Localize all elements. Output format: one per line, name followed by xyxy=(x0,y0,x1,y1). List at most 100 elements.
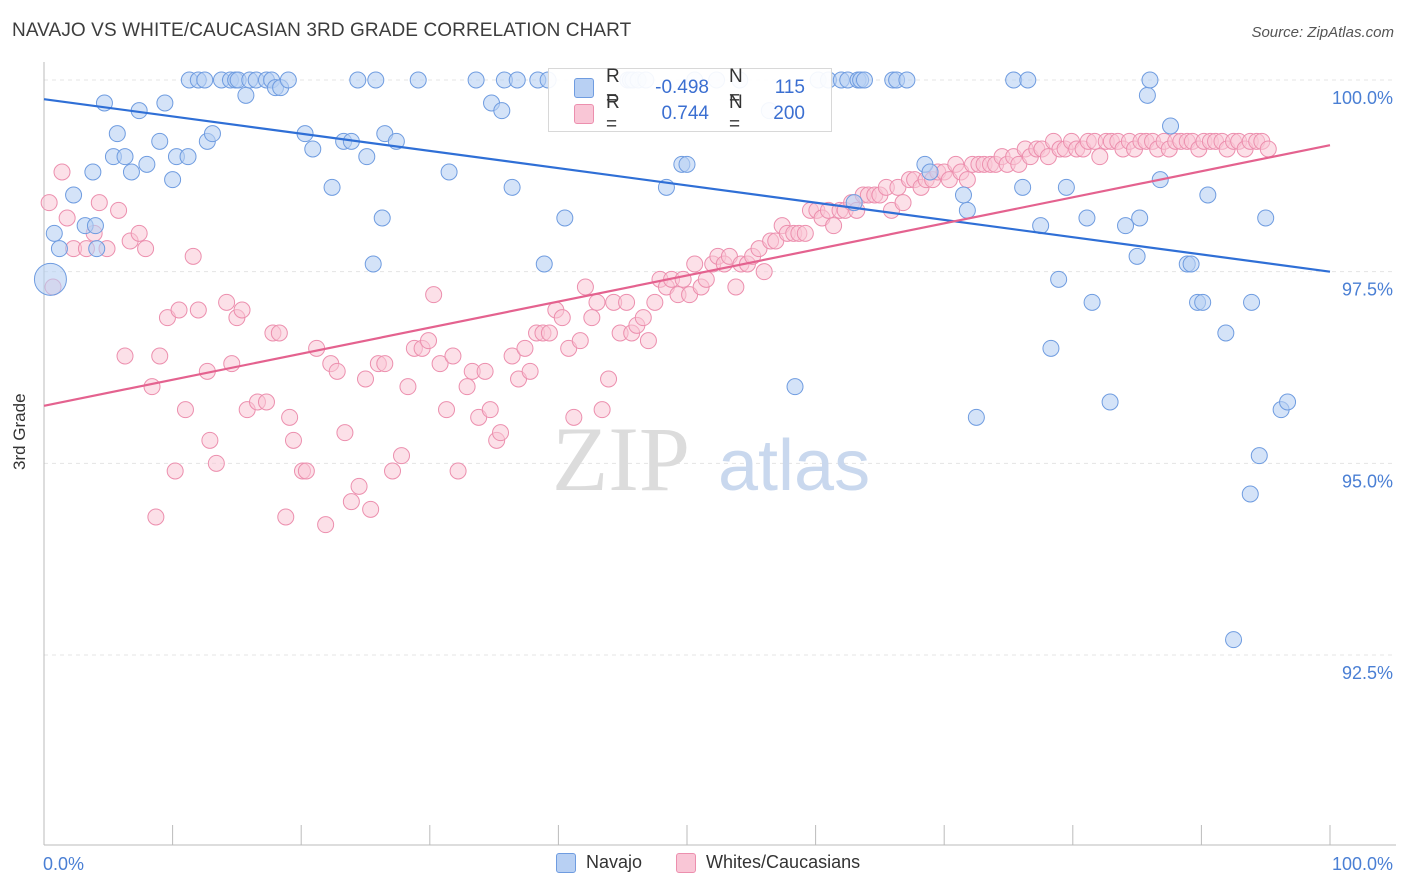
data-point-navajo xyxy=(1241,485,1259,503)
legend-item-whites[interactable]: Whites/Caucasians xyxy=(676,852,860,873)
data-point-navajo xyxy=(1243,293,1261,311)
data-point-whites xyxy=(317,516,335,534)
data-point-whites xyxy=(257,393,275,411)
data-point-whites xyxy=(393,447,411,465)
data-point-navajo xyxy=(1199,186,1217,204)
data-point-navajo xyxy=(1225,631,1243,649)
axes xyxy=(43,62,1396,846)
data-point-whites xyxy=(284,431,302,449)
data-point-navajo xyxy=(116,148,134,166)
data-point-navajo xyxy=(898,71,916,89)
data-point-whites xyxy=(516,339,534,357)
data-point-navajo xyxy=(373,209,391,227)
data-point-whites xyxy=(184,247,202,265)
data-point-whites xyxy=(376,355,394,373)
data-point-whites xyxy=(894,194,912,212)
data-point-navajo xyxy=(535,255,553,273)
data-point-navajo xyxy=(50,240,68,258)
legend-n-label: N = xyxy=(729,92,743,135)
legend-n-value: 200 xyxy=(773,103,805,124)
data-point-navajo xyxy=(467,71,485,89)
data-point-navajo xyxy=(1078,209,1096,227)
data-point-whites xyxy=(503,347,521,365)
chart-title: NAVAJO VS WHITE/CAUCASIAN 3RD GRADE CORR… xyxy=(12,20,632,41)
data-point-whites xyxy=(151,347,169,365)
data-point-whites xyxy=(618,293,636,311)
y-tick-label: 97.5% xyxy=(1342,280,1393,300)
data-point-whites xyxy=(600,370,618,388)
data-point-navajo xyxy=(493,102,511,120)
data-point-whites xyxy=(201,431,219,449)
series-whites-points xyxy=(40,132,1277,534)
data-point-whites xyxy=(270,324,288,342)
data-point-navajo xyxy=(1250,447,1268,465)
legend-n-label: N = xyxy=(729,66,743,109)
data-point-navajo xyxy=(921,163,939,181)
legend-r-label: R = xyxy=(606,66,620,109)
data-point-navajo xyxy=(1257,209,1275,227)
data-point-navajo xyxy=(1014,178,1032,196)
data-point-navajo xyxy=(1131,209,1149,227)
data-point-whites xyxy=(189,301,207,319)
data-point-navajo xyxy=(440,163,458,181)
data-point-whites xyxy=(130,224,148,242)
tick-labels: 92.5% 95.0% 97.5% 100.0% 0.0% 100.0% xyxy=(43,88,1393,874)
data-point-navajo xyxy=(84,163,102,181)
data-point-whites xyxy=(825,217,843,235)
data-point-navajo xyxy=(1101,393,1119,411)
data-point-navajo xyxy=(179,148,197,166)
data-point-whites xyxy=(492,424,510,442)
data-point-whites xyxy=(458,378,476,396)
data-point-whites xyxy=(166,462,184,480)
legend-swatch-navajo xyxy=(556,852,576,873)
data-point-whites xyxy=(646,293,664,311)
data-point-whites xyxy=(1259,140,1277,158)
legend-r-value: 0.744 xyxy=(661,103,709,124)
data-point-navajo xyxy=(1141,71,1159,89)
y-tick-label: 92.5% xyxy=(1342,663,1393,683)
data-point-whites xyxy=(438,401,456,419)
data-point-whites xyxy=(170,301,188,319)
data-point-whites xyxy=(593,401,611,419)
data-point-whites xyxy=(147,508,165,526)
data-point-navajo xyxy=(33,262,67,296)
source-label: Source: ZipAtlas.com xyxy=(1251,24,1394,41)
data-point-navajo xyxy=(1138,86,1156,104)
data-point-whites xyxy=(207,454,225,472)
data-point-whites xyxy=(565,408,583,426)
data-point-navajo xyxy=(86,217,104,235)
data-point-whites xyxy=(176,401,194,419)
data-point-whites xyxy=(90,194,108,212)
data-point-whites xyxy=(281,408,299,426)
data-point-whites xyxy=(233,301,251,319)
data-point-whites xyxy=(634,309,652,327)
data-point-navajo xyxy=(855,71,873,89)
data-point-navajo xyxy=(1279,393,1297,411)
data-point-navajo xyxy=(196,71,214,89)
data-point-whites xyxy=(583,309,601,327)
data-point-navajo xyxy=(1019,71,1037,89)
data-point-navajo xyxy=(556,209,574,227)
data-point-navajo xyxy=(367,71,385,89)
legend-r-value: -0.498 xyxy=(655,77,709,98)
legend-item-navajo[interactable]: Navajo xyxy=(556,852,642,873)
data-point-navajo xyxy=(503,178,521,196)
data-point-navajo xyxy=(237,86,255,104)
data-point-navajo xyxy=(122,163,140,181)
data-point-navajo xyxy=(1050,270,1068,288)
data-point-whites xyxy=(425,286,443,304)
x-tick-label: 0.0% xyxy=(43,854,84,874)
x-tick-label: 100.0% xyxy=(1332,854,1393,874)
data-point-navajo xyxy=(164,171,182,189)
data-point-navajo xyxy=(1217,324,1235,342)
data-point-whites xyxy=(576,278,594,296)
legend-swatch-navajo xyxy=(574,78,594,98)
series-navajo-points xyxy=(33,71,1297,649)
data-point-navajo xyxy=(958,201,976,219)
data-point-navajo xyxy=(1005,71,1023,89)
data-point-navajo xyxy=(45,224,63,242)
data-point-whites xyxy=(727,278,745,296)
data-point-whites xyxy=(431,355,449,373)
data-point-whites xyxy=(540,324,558,342)
